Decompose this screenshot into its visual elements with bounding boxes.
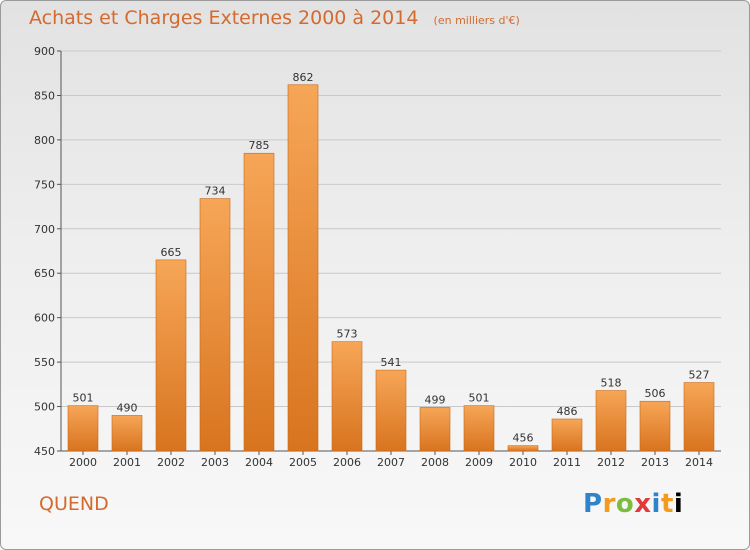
x-tick-label-2003: 2003: [201, 456, 229, 469]
x-tick-label-2007: 2007: [377, 456, 405, 469]
y-tick-label: 500: [34, 401, 55, 414]
y-tick-label: 850: [34, 89, 55, 102]
y-tick-label: 550: [34, 356, 55, 369]
value-label-2010: 456: [513, 432, 534, 445]
title-row: Achats et Charges Externes 2000 à 2014 (…: [29, 7, 520, 29]
y-tick-label: 700: [34, 223, 55, 236]
value-label-2003: 734: [205, 185, 226, 198]
value-label-2012: 518: [601, 377, 622, 390]
y-tick-label: 450: [34, 445, 55, 458]
bar-2002: [155, 259, 187, 452]
proxiti-logo: Proxiti: [583, 489, 684, 519]
x-tick-label-2010: 2010: [509, 456, 537, 469]
bar-2000: [67, 405, 99, 452]
x-tick-label-2006: 2006: [333, 456, 361, 469]
y-tick-label: 600: [34, 312, 55, 325]
chart-title: Achats et Charges Externes 2000 à 2014: [29, 7, 419, 29]
value-label-2006: 573: [337, 328, 358, 341]
bar-2001: [111, 415, 143, 452]
y-tick-label: 900: [34, 45, 55, 58]
x-tick-label-2012: 2012: [597, 456, 625, 469]
bar-2012: [595, 390, 627, 452]
y-tick-label: 750: [34, 178, 55, 191]
x-tick-label-2008: 2008: [421, 456, 449, 469]
chart-unit: (en milliers d'€): [433, 14, 520, 27]
bars: [67, 84, 715, 452]
value-label-2002: 665: [161, 246, 182, 259]
x-tick-label-2011: 2011: [553, 456, 581, 469]
value-label-2013: 506: [645, 387, 666, 400]
value-label-2014: 527: [689, 369, 710, 382]
bar-2006: [331, 341, 363, 452]
value-label-2009: 501: [469, 392, 490, 405]
bar-2013: [639, 400, 671, 452]
x-tick-label-2009: 2009: [465, 456, 493, 469]
bar-2007: [375, 369, 407, 452]
y-tick-label: 650: [34, 267, 55, 280]
bar-2011: [551, 418, 583, 452]
x-tick-label-2001: 2001: [113, 456, 141, 469]
value-label-2005: 862: [293, 71, 314, 84]
value-label-2000: 501: [73, 392, 94, 405]
value-label-2001: 490: [117, 401, 138, 414]
labels: 450 500 550 600 650 700 750 800 850 900 501 2000 490…: [34, 45, 713, 469]
x-tick-label-2000: 2000: [69, 456, 97, 469]
value-label-2007: 541: [381, 356, 402, 369]
x-tick-label-2013: 2013: [641, 456, 669, 469]
x-tick-label-2014: 2014: [685, 456, 713, 469]
value-label-2008: 499: [425, 393, 446, 406]
bar-2009: [463, 405, 495, 452]
city-name: QUEND: [39, 493, 109, 515]
bar-2003: [199, 198, 231, 452]
x-tick-label-2002: 2002: [157, 456, 185, 469]
x-tick-label-2005: 2005: [289, 456, 317, 469]
x-tick-label-2004: 2004: [245, 456, 273, 469]
bar-2005: [287, 84, 319, 452]
bar-2010: [507, 445, 539, 452]
y-tick-label: 800: [34, 134, 55, 147]
value-label-2004: 785: [249, 139, 270, 152]
bar-2004: [243, 152, 275, 452]
value-label-2011: 486: [557, 405, 578, 418]
bar-2008: [419, 407, 451, 452]
bar-2014: [683, 382, 715, 452]
